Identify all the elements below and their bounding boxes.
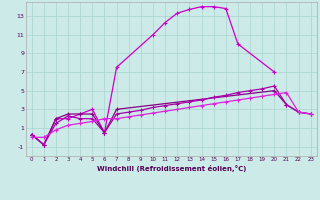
X-axis label: Windchill (Refroidissement éolien,°C): Windchill (Refroidissement éolien,°C) [97,165,246,172]
